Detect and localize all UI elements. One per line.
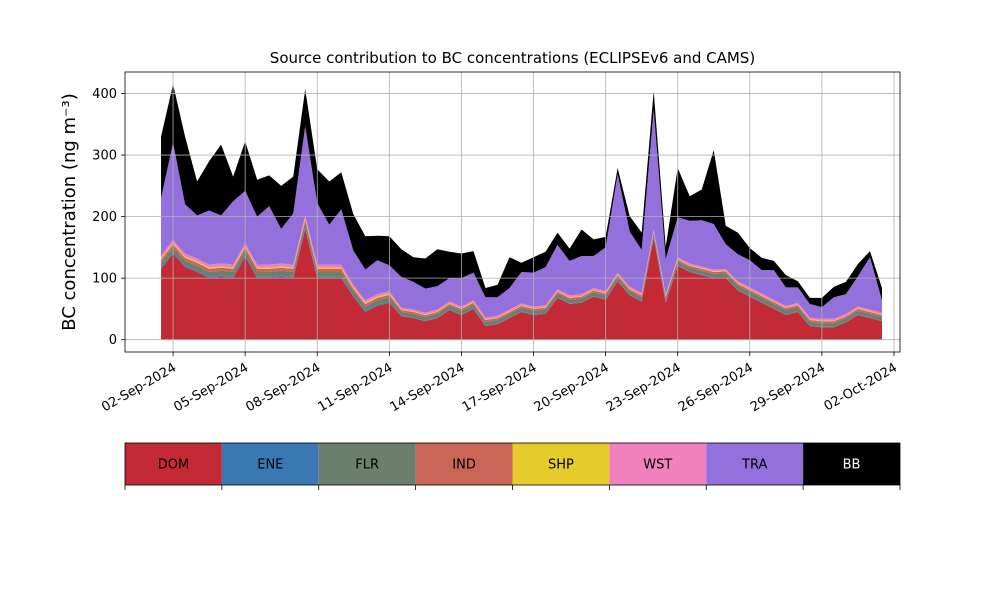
legend-swatch-flr xyxy=(318,443,416,485)
x-tick-label: 26-Sep-2024 xyxy=(676,360,756,415)
x-tick-label: 14-Sep-2024 xyxy=(388,360,468,415)
y-tick-label: 100 xyxy=(92,272,117,287)
x-tick-label: 29-Sep-2024 xyxy=(748,360,828,415)
legend-swatch-bb xyxy=(803,443,900,485)
y-tick-label: 400 xyxy=(92,87,117,102)
legend-swatch-ind xyxy=(415,443,513,485)
y-tick-label: 200 xyxy=(92,210,117,225)
x-tick-label: 05-Sep-2024 xyxy=(171,360,251,415)
chart-title: Source contribution to BC concentrations… xyxy=(270,49,755,67)
legend-label-shp: SHP xyxy=(548,458,574,473)
x-tick-label: 08-Sep-2024 xyxy=(243,360,323,415)
x-tick-label: 23-Sep-2024 xyxy=(604,360,684,415)
legend-label-bb: BB xyxy=(843,458,861,473)
x-tick-label: 20-Sep-2024 xyxy=(532,360,612,415)
legend-swatch-tra xyxy=(706,443,804,485)
y-tick-label: 300 xyxy=(92,149,117,164)
x-tick-label: 02-Oct-2024 xyxy=(822,360,900,414)
axes-frame xyxy=(124,71,901,353)
legend-swatch-ene xyxy=(221,443,319,485)
legend-swatch-dom xyxy=(125,443,222,485)
legend-colorbar: DOM ENE FLR IND SHP WST TRA BB xyxy=(124,442,901,490)
legend-label-ind: IND xyxy=(452,458,476,473)
area-tra xyxy=(161,109,882,319)
legend-swatch-wst xyxy=(609,443,707,485)
y-tick-label: 0 xyxy=(109,333,117,348)
legend-label-flr: FLR xyxy=(355,458,379,473)
legend-label-tra: TRA xyxy=(741,458,767,473)
x-tick-label: 02-Sep-2024 xyxy=(99,360,179,415)
legend-label-ene: ENE xyxy=(257,458,283,473)
plot-area: 0 100 200 300 400 02-Sep-202405-Sep-202408-Se… xyxy=(59,49,901,415)
x-tick-label: 11-Sep-2024 xyxy=(316,360,396,415)
y-axis-label: BC concentration (ng m⁻³) xyxy=(59,93,80,331)
legend-label-wst: WST xyxy=(643,458,672,473)
x-tick-label: 17-Sep-2024 xyxy=(460,360,540,415)
area-dom xyxy=(161,228,882,340)
legend-swatch-shp xyxy=(512,443,610,485)
legend-label-dom: DOM xyxy=(158,458,189,473)
